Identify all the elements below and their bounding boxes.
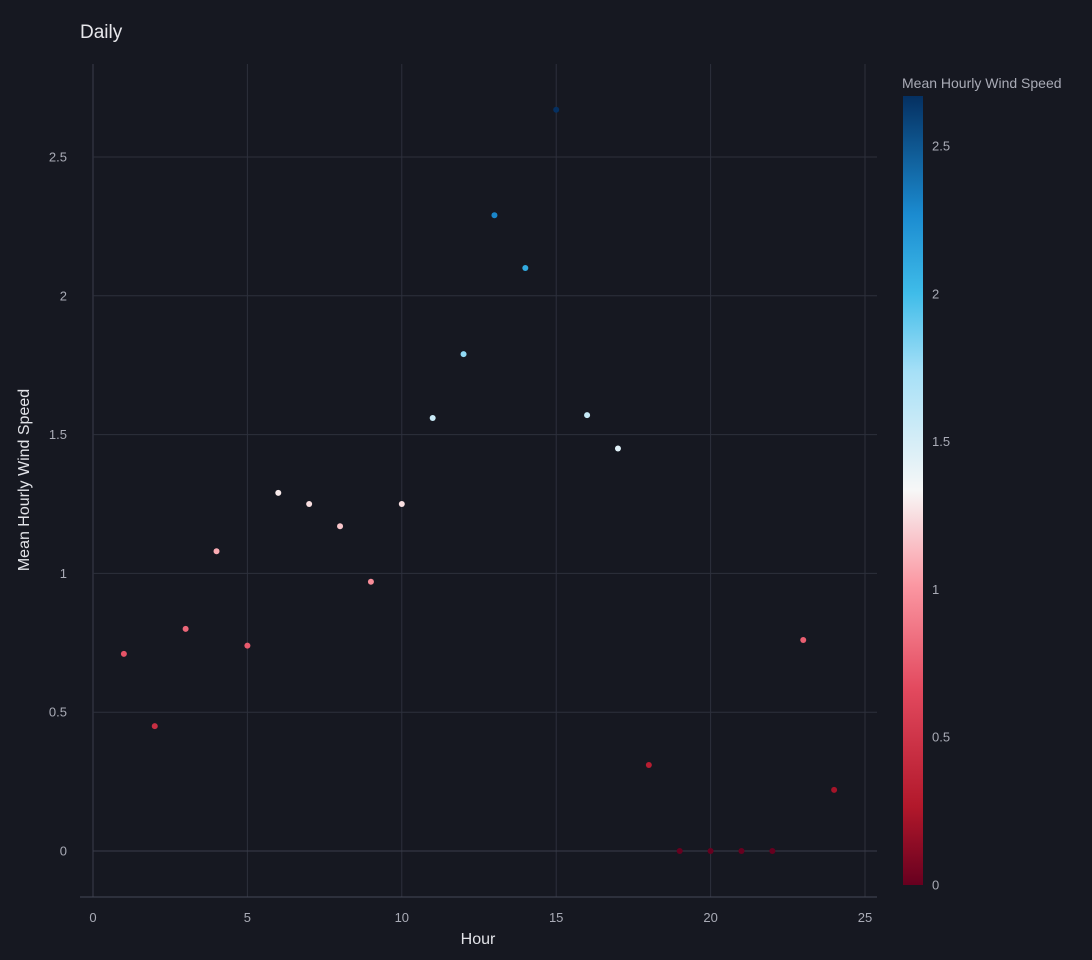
- data-point[interactable]: [615, 445, 621, 451]
- data-point[interactable]: [461, 351, 467, 357]
- y-tick-label: 1.5: [49, 427, 67, 442]
- data-point[interactable]: [275, 490, 281, 496]
- y-tick-label: 2: [60, 288, 67, 303]
- data-point[interactable]: [553, 107, 559, 113]
- data-point[interactable]: [491, 212, 497, 218]
- data-point[interactable]: [152, 723, 158, 729]
- chart-title: Daily: [80, 22, 123, 43]
- data-point[interactable]: [121, 651, 127, 657]
- data-point[interactable]: [337, 523, 343, 529]
- y-tick-label: 0.5: [49, 705, 67, 720]
- data-point[interactable]: [584, 412, 590, 418]
- y-axis-title: Mean Hourly Wind Speed: [16, 389, 33, 571]
- x-tick-label: 15: [549, 910, 563, 925]
- x-tick-label: 20: [703, 910, 717, 925]
- colorbar-tick-label: 2.5: [932, 139, 950, 154]
- data-point[interactable]: [430, 415, 436, 421]
- x-tick-label: 0: [89, 910, 96, 925]
- colorbar-tick-label: 0: [932, 878, 939, 893]
- data-point[interactable]: [399, 501, 405, 507]
- colorbar-title: Mean Hourly Wind Speed: [902, 75, 1062, 91]
- data-point[interactable]: [738, 848, 744, 854]
- colorbar-gradient: [903, 96, 923, 885]
- data-point[interactable]: [368, 579, 374, 585]
- colorbar: Mean Hourly Wind Speed 0 0.5 1 1.5 2 2.5: [902, 75, 1062, 893]
- y-tick-label: 1: [60, 566, 67, 581]
- data-point[interactable]: [708, 848, 714, 854]
- grid: [93, 64, 877, 897]
- colorbar-tick-label: 2: [932, 286, 939, 301]
- x-tick-label: 25: [858, 910, 872, 925]
- data-point[interactable]: [306, 501, 312, 507]
- colorbar-tick-label: 1.5: [932, 434, 950, 449]
- data-point[interactable]: [677, 848, 683, 854]
- y-tick-label: 2.5: [49, 150, 67, 165]
- x-tick-label: 5: [244, 910, 251, 925]
- data-point[interactable]: [183, 626, 189, 632]
- data-point[interactable]: [244, 643, 250, 649]
- data-point[interactable]: [214, 548, 220, 554]
- data-point[interactable]: [646, 762, 652, 768]
- data-point[interactable]: [522, 265, 528, 271]
- colorbar-tick-label: 0.5: [932, 730, 950, 745]
- data-point[interactable]: [769, 848, 775, 854]
- x-tick-label: 10: [395, 910, 409, 925]
- y-tick-label: 0: [60, 844, 67, 859]
- colorbar-tick-label: 1: [932, 582, 939, 597]
- data-point[interactable]: [831, 787, 837, 793]
- axes: 0 5 10 15 20 25 0 0.5 1 1.5 2 2.5: [49, 150, 877, 926]
- data-points[interactable]: [121, 107, 837, 854]
- data-point[interactable]: [800, 637, 806, 643]
- x-axis-title: Hour: [461, 931, 496, 948]
